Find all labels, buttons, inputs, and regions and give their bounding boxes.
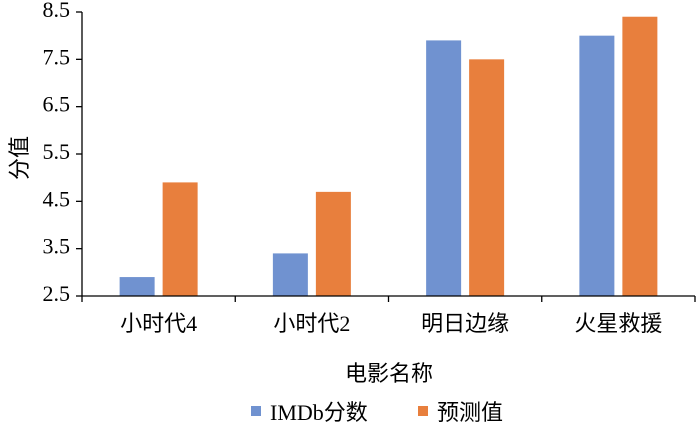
y-axis-title: 分值	[7, 136, 32, 180]
bar-predicted	[315, 191, 351, 296]
x-axis	[81, 295, 696, 302]
legend: IMDb分数 预测值	[251, 400, 503, 425]
x-category-labels: 小时代4 小时代2 明日边缘 火星救援	[120, 311, 662, 336]
bar-predicted	[162, 182, 198, 296]
x-category-label: 小时代2	[273, 311, 350, 336]
bar-imdb	[272, 253, 308, 296]
x-axis-title: 电影名称	[345, 361, 433, 386]
y-tick-label: 6.5	[43, 92, 71, 117]
y-tick-label: 4.5	[43, 186, 71, 211]
x-category-label: 明日边缘	[421, 311, 509, 336]
y-tick-label: 7.5	[43, 44, 71, 69]
y-axis	[76, 11, 83, 297]
x-category-label: 小时代4	[120, 311, 197, 336]
y-tick-label: 3.5	[43, 234, 71, 259]
bar-imdb	[426, 40, 462, 297]
legend-label-imdb: IMDb分数	[270, 400, 368, 425]
legend-swatch-predicted	[418, 406, 428, 416]
y-tick-label: 5.5	[43, 139, 71, 164]
legend-swatch-imdb	[251, 406, 261, 416]
bar-imdb	[119, 277, 155, 296]
legend-label-predicted: 预测值	[437, 400, 503, 425]
x-category-label: 火星救援	[574, 311, 662, 336]
bar-predicted	[469, 59, 505, 297]
y-tick-labels: 2.5 3.5 4.5 5.5 6.5 7.5 8.5	[43, 0, 71, 306]
bar-imdb	[579, 35, 615, 297]
y-tick-label: 2.5	[43, 281, 71, 306]
bars	[119, 16, 658, 297]
y-tick-label: 8.5	[43, 0, 71, 22]
bar-predicted	[622, 16, 658, 296]
